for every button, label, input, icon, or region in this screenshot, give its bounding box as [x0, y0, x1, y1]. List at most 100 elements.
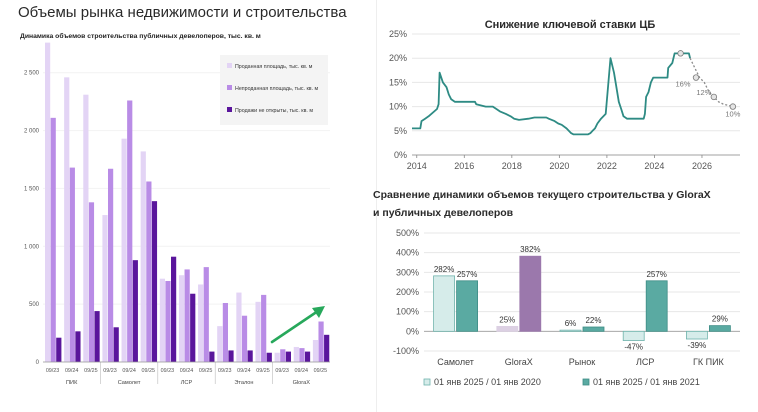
bar-ПИК-09/25-2 — [94, 311, 100, 362]
trend-arrow-line — [270, 309, 320, 344]
bar-Рынок-1 — [582, 326, 605, 332]
legend-swatch — [423, 378, 431, 386]
data-label: 29% — [712, 315, 728, 324]
trend-arrow-head — [312, 306, 325, 318]
y-tick-label: 500% — [396, 228, 419, 238]
y-tick-label: 25% — [389, 29, 407, 39]
bar-ЛСР-09/24-1 — [184, 269, 190, 362]
bar-Самолет-09/24-0 — [121, 138, 127, 362]
bar-GloraX-09/23-2 — [285, 351, 291, 362]
data-label: 6% — [565, 319, 577, 328]
category-label: ЛСР — [636, 357, 654, 367]
rate-line — [412, 52, 691, 136]
data-label: -47% — [624, 343, 643, 352]
bar-GloraX-09/25-2 — [324, 334, 330, 362]
y-tick-label: 1 500 — [24, 186, 40, 192]
forecast-point — [692, 74, 700, 81]
group-label: ПИК — [66, 380, 78, 386]
bar-ЛСР-09/23-2 — [171, 256, 177, 362]
bar-GloraX-1 — [519, 255, 542, 332]
forecast-label: 12% — [696, 88, 711, 97]
period-label: 09/24 — [237, 368, 251, 374]
period-label: 09/23 — [218, 368, 232, 374]
legend-swatch — [227, 63, 232, 68]
bar-ПИК-09/24-2 — [75, 331, 81, 362]
bar-Эталон-09/25-2 — [266, 352, 272, 362]
bar-GloraX-0 — [496, 326, 519, 332]
bar-Самолет-09/25-2 — [151, 201, 158, 362]
bar-GloraX-09/24-0 — [293, 346, 299, 362]
bar-Эталон-09/24-1 — [241, 315, 248, 362]
bar-GloraX-09/25-0 — [312, 340, 319, 362]
group-label: ЛСР — [181, 380, 193, 386]
data-label: 25% — [499, 315, 515, 324]
bar-Эталон-09/23-2 — [228, 350, 234, 362]
forecast-line — [689, 57, 734, 108]
bar-GloraX-09/23-0 — [274, 352, 280, 362]
period-label: 09/23 — [46, 368, 60, 374]
category-label: Самолет — [437, 357, 474, 367]
bar-ЛСР-09/25-2 — [209, 351, 215, 362]
legend-box — [220, 55, 328, 125]
x-tick-label: 2014 — [407, 161, 427, 171]
forecast-label: 16% — [676, 80, 691, 89]
category-label: ГК ПИК — [693, 357, 725, 367]
period-label: 09/24 — [65, 368, 79, 374]
y-tick-label: 500 — [29, 302, 40, 308]
forecast-label: 10% — [725, 110, 740, 119]
data-label: 382% — [520, 245, 540, 254]
legend-label: Непроданная площадь, тыс. кв. м — [235, 86, 319, 92]
data-label: 22% — [585, 316, 601, 325]
period-label: 09/24 — [295, 368, 309, 374]
bar-Эталон-09/24-0 — [236, 292, 242, 362]
bar-ПИК-09/24-1 — [69, 167, 75, 362]
y-tick-label: -100% — [393, 346, 419, 356]
period-label: 09/25 — [141, 368, 155, 374]
bar-ПИК-09/25-1 — [88, 202, 95, 362]
period-label: 09/25 — [84, 368, 98, 374]
y-tick-label: 100% — [396, 307, 419, 317]
bar-ГК ПИК-1 — [709, 325, 731, 332]
legend-swatch — [227, 85, 232, 90]
chart-title: Сравнение динамики объемов текущего стро… — [373, 189, 711, 201]
period-label: 09/23 — [161, 368, 175, 374]
panel-divider — [376, 0, 377, 412]
bar-ПИК-09/23-0 — [45, 42, 51, 362]
bar-ЛСР-09/24-0 — [178, 275, 185, 362]
y-tick-label: 15% — [389, 77, 407, 87]
bar-ЛСР-09/24-2 — [190, 293, 196, 362]
x-tick-label: 2016 — [454, 161, 474, 171]
forecast-point — [677, 50, 684, 57]
y-tick-label: 200% — [396, 287, 419, 297]
data-label: -39% — [688, 341, 707, 350]
bar-Эталон-09/23-0 — [217, 326, 223, 362]
bar-ЛСР-09/25-0 — [198, 284, 204, 362]
bar-ЛСР-0 — [622, 330, 645, 341]
bar-ЛСР-09/23-0 — [159, 278, 165, 362]
period-label: 09/24 — [122, 368, 136, 374]
y-tick-label: 400% — [396, 248, 419, 258]
period-label: 09/25 — [199, 368, 213, 374]
chart-subtitle: и публичных девелоперов — [373, 207, 514, 219]
y-tick-label: 20% — [389, 53, 407, 63]
page-title: Объемы рынка недвижимости и строительств… — [18, 4, 347, 21]
bar-ПИК-09/23-1 — [50, 117, 56, 362]
bar-ПИК-09/25-0 — [83, 94, 89, 362]
x-tick-label: 2018 — [502, 161, 522, 171]
bar-GloraX-09/24-1 — [299, 348, 305, 362]
bar-Самолет-0 — [433, 275, 456, 332]
bar-Самолет-09/24-2 — [132, 260, 138, 362]
bar-Эталон-09/25-1 — [261, 294, 267, 362]
category-label: Рынок — [569, 357, 595, 367]
bar-Эталон-09/25-0 — [255, 301, 261, 362]
y-tick-label: 1 000 — [24, 244, 40, 250]
bar-Самолет-09/23-1 — [108, 168, 114, 362]
group-label: GloraX — [293, 380, 311, 386]
bar-Рынок-0 — [559, 329, 582, 332]
y-tick-label: 0% — [406, 326, 419, 336]
bar-Самолет-09/24-1 — [127, 100, 133, 362]
period-label: 09/25 — [314, 368, 328, 374]
period-label: 09/24 — [180, 368, 194, 374]
bar-Самолет-09/23-2 — [113, 327, 119, 362]
chart-title: Снижение ключевой ставки ЦБ — [485, 19, 656, 31]
